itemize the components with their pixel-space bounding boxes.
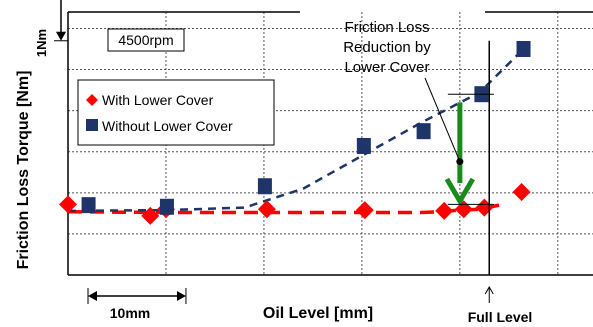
x-axis-label: Oil Level [mm] — [263, 305, 373, 322]
data-point-with-cover — [355, 201, 374, 220]
reduction-leader-dot — [456, 158, 464, 166]
legend-square-icon — [86, 119, 98, 131]
legend-diamond-icon — [86, 94, 98, 106]
data-point-with-cover — [435, 201, 454, 220]
reduction-arrow-head-icon — [444, 177, 476, 206]
data-point-without-cover — [516, 40, 531, 57]
data-point-with-cover — [59, 195, 77, 214]
data-point-without-cover — [416, 123, 431, 140]
trend-line-without-cover — [67, 48, 525, 213]
y-scale-label: 1Nm — [34, 29, 49, 57]
axes — [67, 11, 593, 276]
data-point-with-cover — [512, 182, 531, 201]
rpm-box-frame — [107, 28, 185, 52]
legend-label-with-cover: With Lower Cover — [102, 92, 214, 108]
x-scale-label: 10mm — [110, 305, 150, 321]
data-point-without-cover — [257, 178, 272, 195]
reduction-label-line2: Reduction by — [343, 39, 431, 56]
y-axis-label: Friction Loss Torque [Nm] — [15, 71, 32, 270]
legend-label-without-cover: Without Lower Cover — [102, 118, 233, 134]
y-scale-bar: 1Nm — [34, 0, 66, 57]
trend-lines — [67, 48, 525, 215]
data-point-without-cover — [159, 198, 174, 215]
reduction-leader-line — [424, 77, 461, 162]
rpm-box: 4500rpm — [107, 28, 185, 52]
reduction-label-line3: Lower Cover — [344, 59, 429, 76]
data-point-with-cover — [454, 200, 473, 219]
data-point-with-cover — [257, 200, 276, 219]
annotations — [54, 40, 494, 304]
legend: With Lower Cover Without Lower Cover — [77, 79, 275, 146]
legend-box — [77, 79, 275, 146]
data-point-with-cover — [141, 206, 160, 225]
full-level-label: Full Level — [468, 309, 533, 325]
data-point-with-cover — [475, 198, 494, 217]
reduction-label-line1: Friction Loss — [344, 19, 429, 36]
trend-line-with-cover — [67, 203, 500, 215]
rpm-label: 4500rpm — [118, 32, 173, 48]
x-scale-bar: 10mm — [88, 291, 186, 321]
data-point-without-cover — [356, 137, 371, 154]
full-level-pointer-icon — [484, 285, 494, 295]
data-point-without-cover — [81, 197, 96, 214]
